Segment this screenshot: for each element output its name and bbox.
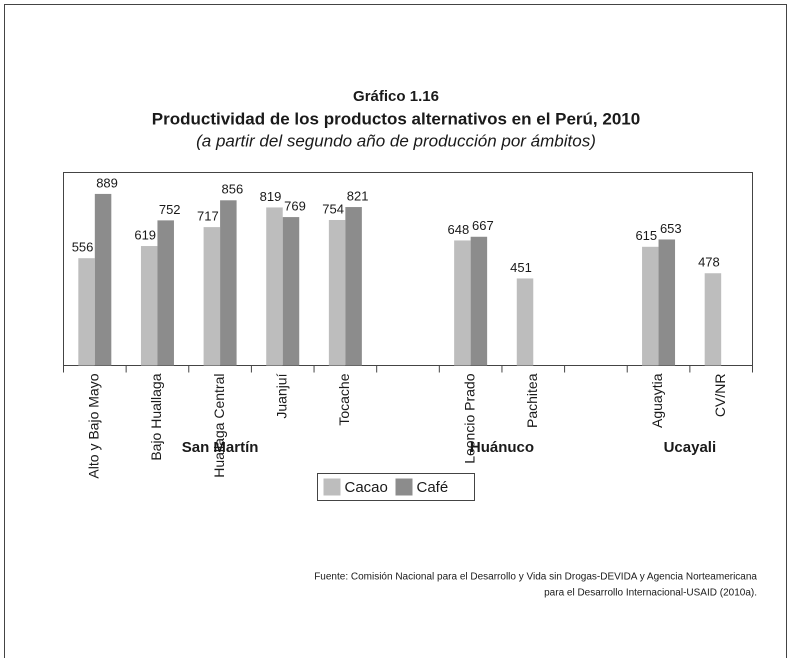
x-tick-label: Huallaga Central <box>211 374 227 478</box>
legend-swatch <box>323 478 341 496</box>
value-label: 648 <box>448 222 470 237</box>
value-label: 717 <box>197 209 219 224</box>
bar <box>470 236 488 366</box>
value-label: 754 <box>322 201 344 216</box>
bar <box>78 258 95 366</box>
value-label: 667 <box>472 218 494 233</box>
group-label: Ucayali <box>664 439 717 456</box>
bar <box>220 200 237 366</box>
legend-swatch <box>395 478 413 496</box>
x-tick-label: Bajo Huallaga <box>148 373 164 460</box>
chart-note: (a partir del segundo año de producción … <box>196 131 596 150</box>
x-tick-label: Tocache <box>336 373 352 425</box>
value-label: 619 <box>134 227 156 242</box>
value-label: 889 <box>96 175 118 190</box>
x-tick-label: Juanjuí <box>273 373 289 418</box>
plot-area <box>63 172 753 366</box>
value-label: 653 <box>660 221 682 236</box>
value-label: 769 <box>284 199 306 214</box>
value-label: 615 <box>635 228 657 243</box>
bar <box>94 193 112 366</box>
group-label: San Martín <box>182 439 259 456</box>
x-tick-label: Aguaytia <box>649 373 665 428</box>
source: para el Desarrollo Internacional-USAID (… <box>544 588 757 599</box>
value-label: 752 <box>159 202 181 217</box>
value-label: 856 <box>221 182 243 197</box>
x-tick-label: Alto y Bajo Mayo <box>86 373 102 478</box>
bar <box>704 273 722 366</box>
bar <box>345 207 362 366</box>
bar <box>658 239 676 366</box>
value-label: 478 <box>698 255 720 270</box>
chart-subtitle: Productividad de los productos alternati… <box>152 109 640 128</box>
group-label: Huánuco <box>470 439 534 456</box>
legend-label: Café <box>417 479 449 496</box>
value-label: 821 <box>347 188 369 203</box>
bar <box>454 240 471 366</box>
x-tick-label: CV/NR <box>712 374 728 418</box>
value-label: 451 <box>510 260 532 275</box>
value-label: 819 <box>260 189 282 204</box>
bar <box>516 278 534 366</box>
value-label: 556 <box>72 240 94 255</box>
source: Fuente: Comisión Nacional para el Desarr… <box>314 572 757 583</box>
bar <box>157 220 174 366</box>
x-tick-label: Leoncio Prado <box>461 373 477 464</box>
bar <box>328 219 346 366</box>
bar <box>642 246 659 366</box>
chart-title: Gráfico 1.16 <box>353 88 439 105</box>
bar <box>282 217 300 366</box>
bar <box>203 227 221 366</box>
bar <box>140 246 158 366</box>
bar <box>266 207 283 366</box>
legend-label: Cacao <box>345 479 388 496</box>
frame <box>4 4 787 658</box>
x-tick-label: Pachitea <box>524 373 540 428</box>
